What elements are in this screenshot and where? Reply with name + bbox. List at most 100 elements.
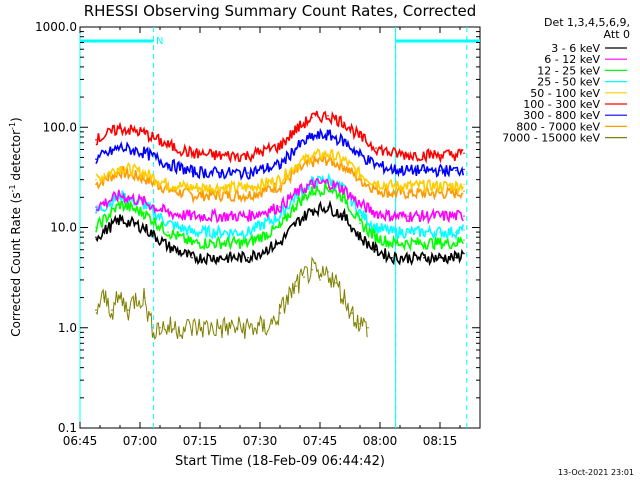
data-point-5-16 <box>423 154 425 156</box>
data-point-7-18 <box>455 192 457 194</box>
data-point-2-3 <box>167 231 169 233</box>
data-point-7-13 <box>375 188 377 191</box>
data-point-7-19 <box>463 190 465 193</box>
data-point-7-0 <box>95 183 97 186</box>
legend-label-6: 300 - 800 keV <box>523 109 600 122</box>
data-point-2-10 <box>327 186 329 189</box>
data-point-5-9 <box>311 116 313 119</box>
data-point-5-13 <box>375 147 377 149</box>
data-point-5-6 <box>247 154 249 157</box>
x-tick-label-1: 07:00 <box>123 434 158 448</box>
data-point-5-11 <box>343 121 345 124</box>
data-point-1-4 <box>191 215 193 217</box>
data-point-1-1 <box>119 194 121 196</box>
legend-label-0: 3 - 6 keV <box>551 42 600 55</box>
data-point-6-3 <box>167 163 169 165</box>
x-axis-label: Start Time (18-Feb-09 06:44:42) <box>175 454 385 469</box>
data-point-8-20 <box>351 312 353 314</box>
data-point-8-13 <box>295 285 297 287</box>
x-tick-label-4: 07:45 <box>303 434 338 448</box>
data-point-4-5 <box>219 186 221 189</box>
data-point-2-1 <box>119 203 121 206</box>
data-point-1-11 <box>343 188 345 191</box>
data-point-8-10 <box>271 322 273 325</box>
data-point-6-17 <box>439 169 441 172</box>
data-point-1-2 <box>143 201 145 203</box>
series-line-3 <box>95 172 464 241</box>
x-axis: 06:45 07:00 07:15 07:30 07:45 08:00 08:15 <box>63 27 461 448</box>
x-tick-label-2: 07:15 <box>183 434 218 448</box>
data-point-4-1 <box>119 166 121 168</box>
data-point-0-9 <box>311 209 313 211</box>
data-point-3-12 <box>359 212 361 214</box>
data-point-3-16 <box>423 231 425 233</box>
data-point-0-1 <box>119 218 121 221</box>
data-point-1-13 <box>375 212 377 214</box>
data-point-6-12 <box>359 154 361 156</box>
data-point-1-10 <box>327 181 329 184</box>
data-point-6-8 <box>295 147 297 149</box>
data-point-5-0 <box>95 138 97 141</box>
data-point-8-14 <box>303 276 305 278</box>
data-point-4-10 <box>327 153 329 155</box>
data-point-4-13 <box>375 181 377 184</box>
series-4 <box>95 148 465 197</box>
night-marker-label: N <box>156 36 163 47</box>
data-point-4-16 <box>423 185 425 187</box>
data-point-8-5 <box>135 296 137 299</box>
x-tick-label-5: 08:00 <box>363 434 398 448</box>
series-8 <box>95 256 369 341</box>
data-point-3-19 <box>463 228 465 231</box>
data-point-5-12 <box>359 136 361 138</box>
data-point-8-1 <box>103 296 105 299</box>
data-point-5-14 <box>391 152 393 155</box>
data-point-6-9 <box>311 136 313 138</box>
data-point-2-16 <box>423 242 425 244</box>
y-axis-label-main: Corrected Count Rate (s <box>9 192 23 336</box>
data-point-5-5 <box>219 154 221 157</box>
legend-header-line-2: Att 0 <box>604 28 630 41</box>
data-point-8-4 <box>127 309 129 311</box>
data-point-3-6 <box>247 231 249 233</box>
data-point-0-2 <box>143 226 145 229</box>
data-point-1-16 <box>423 215 425 217</box>
data-point-6-11 <box>343 140 345 143</box>
data-point-0-3 <box>167 245 169 248</box>
data-point-8-2 <box>111 309 113 311</box>
data-point-6-0 <box>95 158 97 161</box>
data-point-3-14 <box>391 231 393 233</box>
series-0 <box>95 199 465 267</box>
data-point-1-8 <box>295 192 297 194</box>
legend-header-line-1: Det 1,3,4,5,6,9, <box>544 16 630 29</box>
data-point-2-13 <box>375 236 377 239</box>
data-point-7-17 <box>439 192 441 194</box>
data-point-6-16 <box>423 169 425 172</box>
series-line-8 <box>95 256 368 341</box>
legend-label-5: 100 - 300 keV <box>523 98 600 111</box>
data-point-4-7 <box>279 178 281 181</box>
data-point-1-5 <box>219 215 221 217</box>
data-point-4-4 <box>191 186 193 189</box>
data-point-6-19 <box>463 168 465 171</box>
y-tick-label-0: 0.1 <box>58 421 77 435</box>
data-point-5-1 <box>119 127 121 129</box>
data-point-7-11 <box>343 165 345 167</box>
series-layer <box>95 110 465 341</box>
data-point-6-2 <box>143 151 145 154</box>
data-point-1-14 <box>391 215 393 217</box>
data-point-0-13 <box>375 248 377 251</box>
data-point-6-7 <box>279 164 281 166</box>
series-line-6 <box>95 127 464 181</box>
data-point-3-0 <box>95 212 97 214</box>
series-line-1 <box>95 177 464 225</box>
data-point-8-18 <box>335 282 337 284</box>
data-point-0-15 <box>407 256 409 259</box>
data-point-8-12 <box>287 296 289 299</box>
data-point-2-9 <box>311 190 313 193</box>
data-point-0-6 <box>247 256 249 259</box>
data-point-3-7 <box>279 215 281 217</box>
data-point-7-15 <box>407 192 409 194</box>
data-point-1-18 <box>455 215 457 217</box>
data-point-3-3 <box>167 222 169 225</box>
